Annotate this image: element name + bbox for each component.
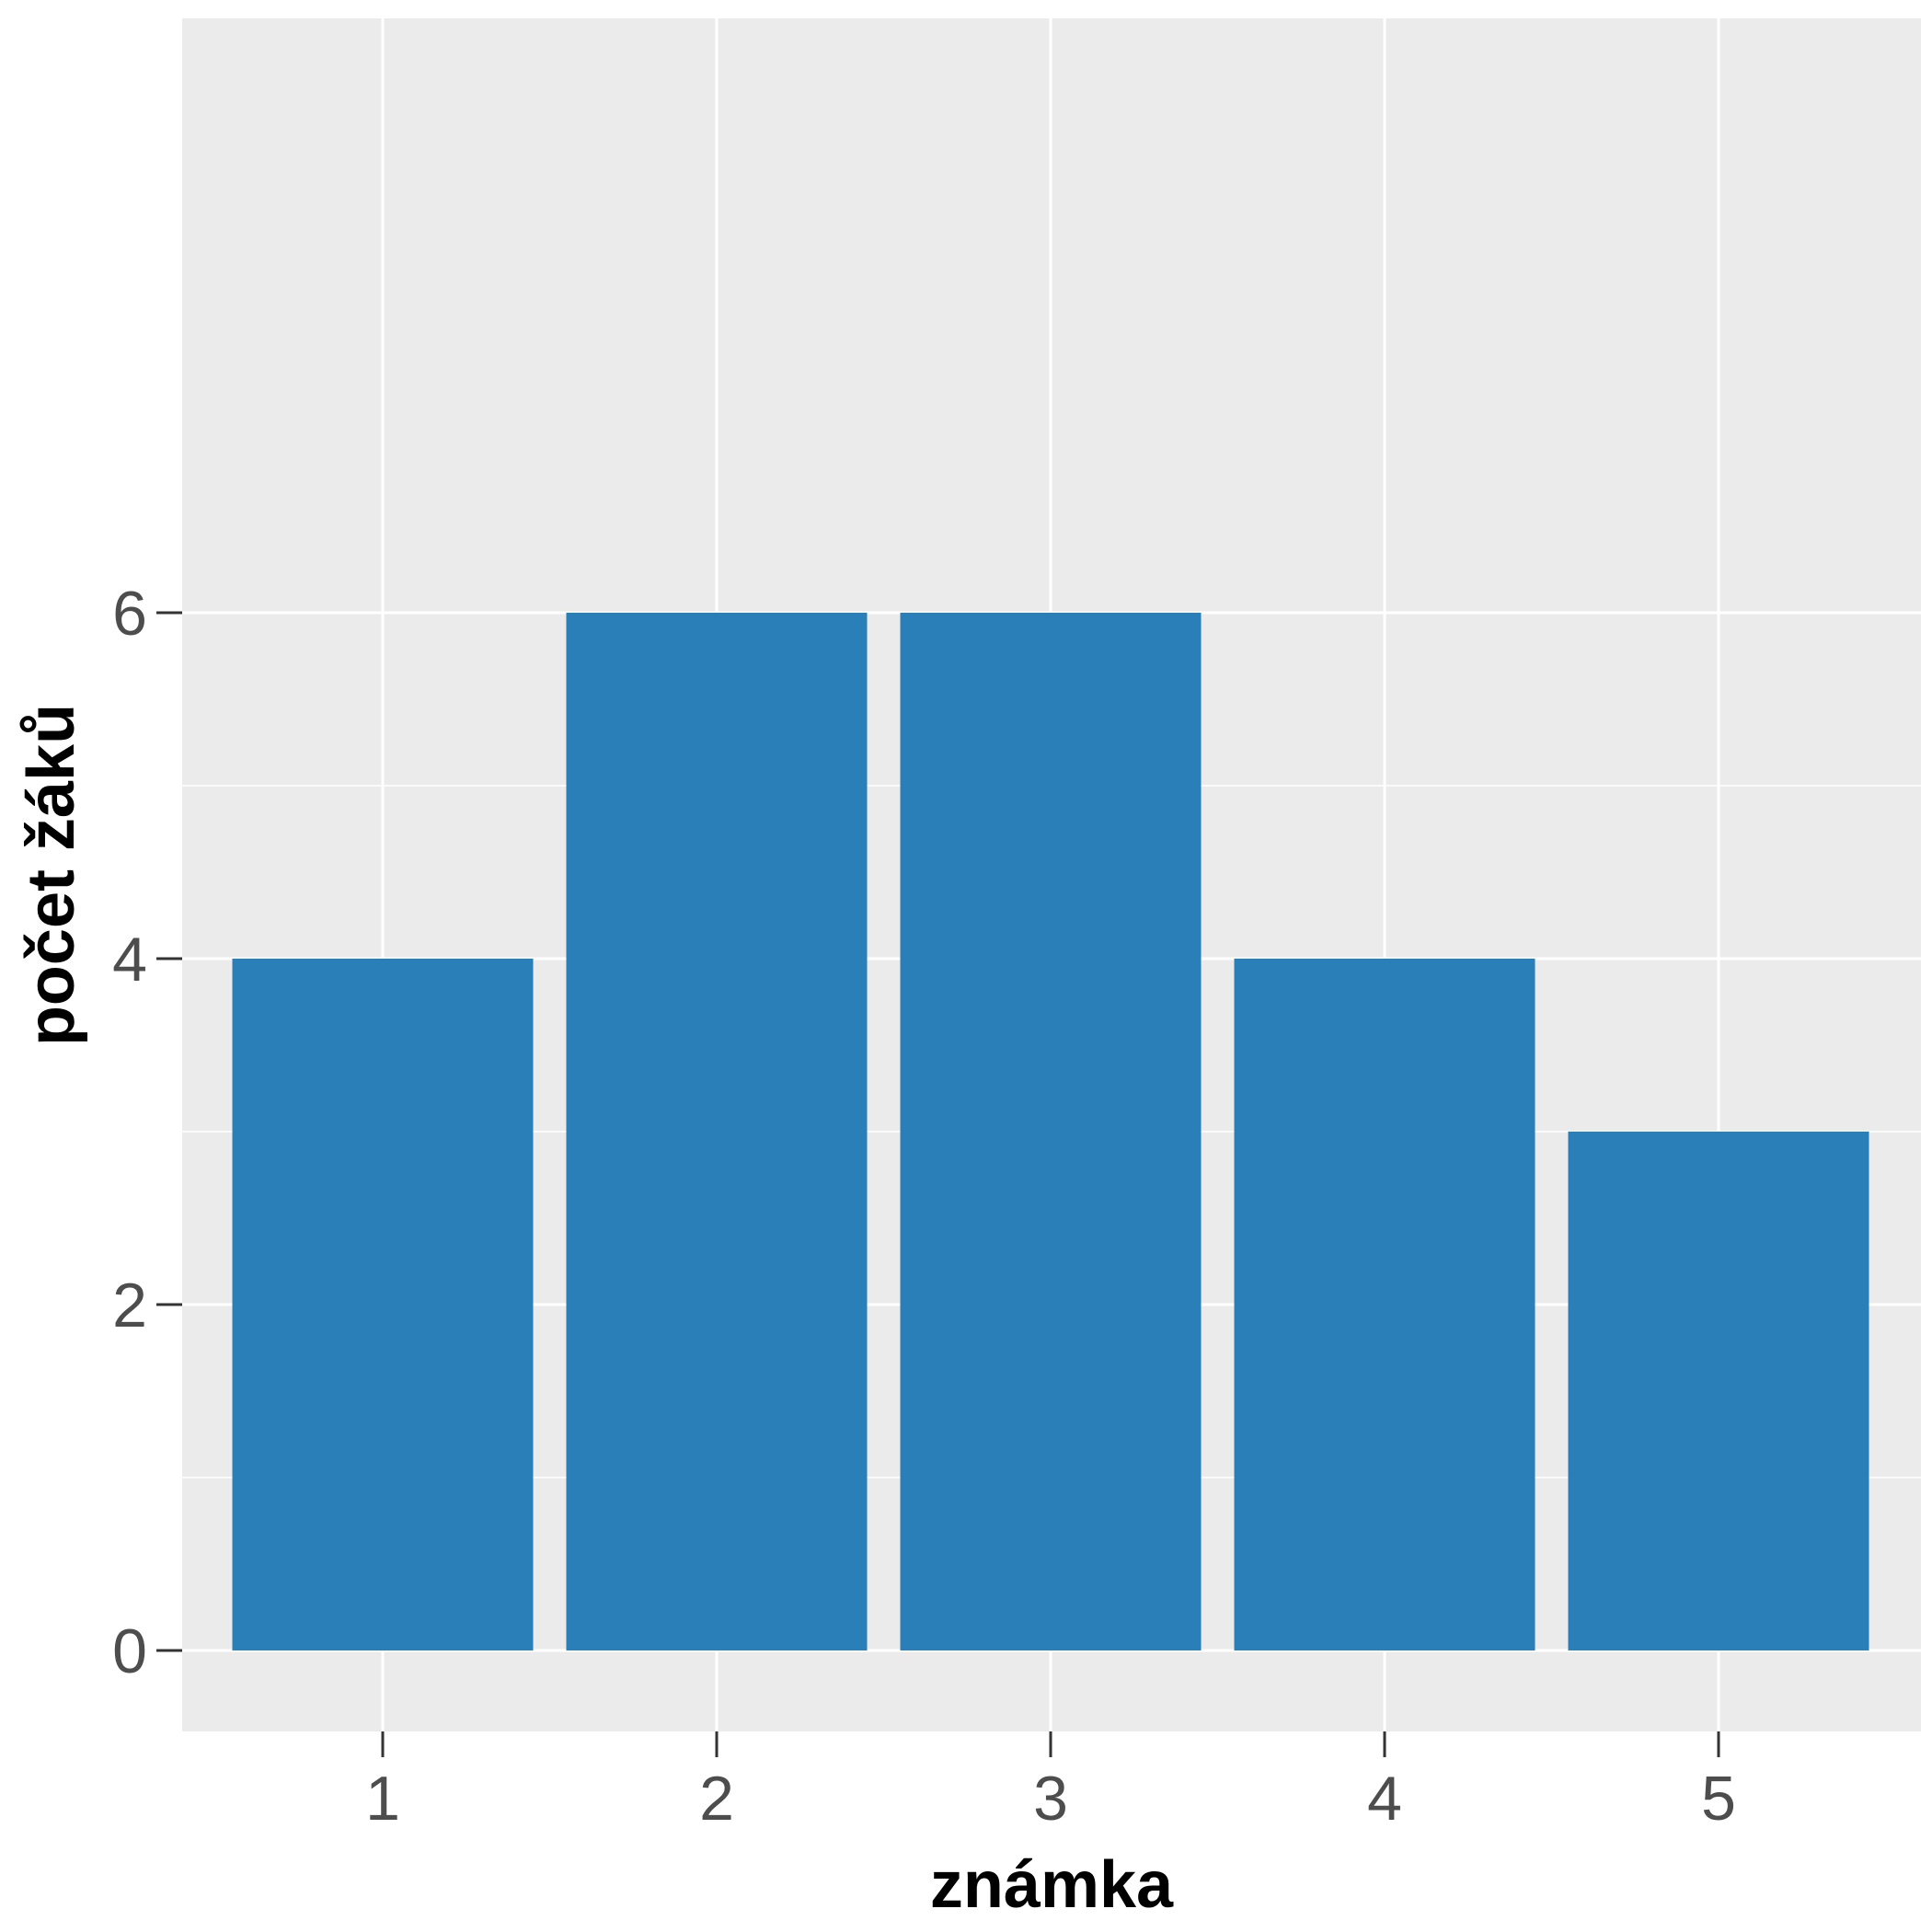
y-axis-title: počet žáků bbox=[15, 704, 88, 1046]
y-axis: 0 2 4 6 bbox=[112, 579, 182, 1686]
bar-1 bbox=[232, 959, 534, 1650]
bar-2 bbox=[566, 613, 868, 1650]
y-tick-label: 0 bbox=[112, 1616, 147, 1686]
x-tick-label: 1 bbox=[365, 1764, 400, 1834]
x-tick-label: 2 bbox=[699, 1764, 734, 1834]
bar-5 bbox=[1568, 1132, 1869, 1650]
x-tick-label: 4 bbox=[1367, 1764, 1402, 1834]
y-tick-label: 4 bbox=[112, 925, 147, 995]
x-axis-title: známka bbox=[930, 1848, 1174, 1922]
x-tick-label: 3 bbox=[1033, 1764, 1068, 1834]
bars bbox=[232, 613, 1869, 1650]
x-axis: 1 2 3 4 5 bbox=[365, 1731, 1736, 1834]
y-tick-label: 2 bbox=[112, 1271, 147, 1340]
x-tick-label: 5 bbox=[1701, 1764, 1736, 1834]
bar-3 bbox=[900, 613, 1202, 1650]
y-tick-label: 6 bbox=[112, 579, 147, 649]
bar-4 bbox=[1234, 959, 1535, 1650]
